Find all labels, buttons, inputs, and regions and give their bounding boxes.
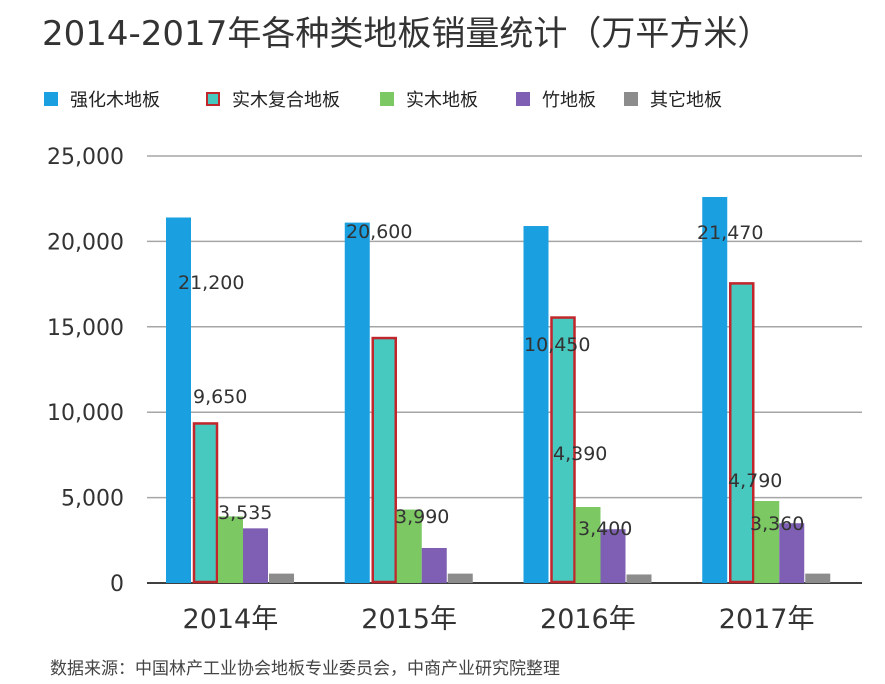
legend-label-bamboo: 竹地板 bbox=[542, 90, 596, 111]
source-note: 数据来源：中国林产工业协会地板专业委员会，中商产业研究院整理 bbox=[50, 659, 560, 679]
legend-swatch-other bbox=[624, 92, 638, 106]
legend-item-laminate: 强化木地板 bbox=[44, 86, 160, 112]
bar-bamboo bbox=[779, 523, 805, 583]
legend-label-engineered: 实木复合地板 bbox=[232, 90, 340, 111]
bar-laminate bbox=[344, 222, 370, 583]
bar-laminate bbox=[523, 226, 549, 583]
data-label: 3,360 bbox=[750, 513, 804, 535]
y-tick-label: 20,000 bbox=[47, 230, 124, 255]
data-label: 4,790 bbox=[728, 470, 782, 492]
y-tick-label: 10,000 bbox=[47, 401, 124, 426]
legend-swatch-laminate bbox=[44, 92, 58, 106]
x-tick-label: 2016年 bbox=[540, 604, 636, 635]
data-label: 3,990 bbox=[395, 506, 449, 528]
bar-bamboo bbox=[600, 529, 626, 583]
x-tick-label: 2017年 bbox=[719, 604, 815, 635]
legend-label-laminate: 强化木地板 bbox=[70, 90, 160, 111]
bar-other bbox=[269, 573, 294, 583]
x-tick-label: 2015年 bbox=[361, 604, 457, 635]
data-label: 3,400 bbox=[578, 518, 632, 540]
legend-item-engineered: 实木复合地板 bbox=[206, 86, 340, 112]
legend-swatch-bamboo bbox=[516, 92, 530, 106]
data-label: 20,600 bbox=[346, 221, 412, 243]
bar-engineered bbox=[371, 336, 397, 584]
legend-swatch-engineered bbox=[206, 92, 220, 106]
data-label: 3,535 bbox=[218, 502, 272, 524]
y-tick-label: 5,000 bbox=[61, 487, 124, 512]
bar-engineered bbox=[729, 282, 755, 584]
bar-other bbox=[626, 574, 652, 583]
chart-title: 2014-2017年各种类地板销量统计（万平方米） bbox=[42, 14, 772, 54]
y-tick-label: 15,000 bbox=[47, 316, 124, 341]
bar-other bbox=[447, 573, 473, 583]
bar-solid bbox=[218, 516, 243, 583]
bar-engineered bbox=[550, 316, 576, 584]
bar-engineered bbox=[192, 422, 219, 584]
bar-solid bbox=[575, 506, 601, 583]
y-tick-label: 25,000 bbox=[47, 145, 124, 170]
bar-solid bbox=[396, 509, 422, 583]
legend-label-solid: 实木地板 bbox=[406, 90, 478, 111]
data-label: 10,450 bbox=[524, 334, 590, 356]
bar-bamboo bbox=[421, 547, 447, 583]
legend-item-bamboo: 竹地板 bbox=[516, 86, 596, 112]
data-label: 21,470 bbox=[697, 222, 763, 244]
legend-item-other: 其它地板 bbox=[624, 86, 722, 112]
data-label: 9,650 bbox=[193, 386, 247, 408]
legend-swatch-solid bbox=[380, 92, 394, 106]
bar-solid bbox=[754, 501, 780, 583]
legend-item-solid: 实木地板 bbox=[380, 86, 478, 112]
y-tick-label: 0 bbox=[110, 572, 124, 597]
bar-laminate bbox=[166, 217, 191, 583]
legend-label-other: 其它地板 bbox=[650, 90, 722, 111]
data-label: 21,200 bbox=[178, 272, 244, 294]
data-label: 4,390 bbox=[553, 443, 607, 465]
bar-other bbox=[805, 573, 831, 583]
bar-bamboo bbox=[243, 528, 268, 583]
bar-laminate bbox=[702, 196, 728, 583]
legend: 强化木地板 实木复合地板 实木地板 竹地板 其它地板 bbox=[44, 86, 844, 112]
x-tick-label: 2014年 bbox=[183, 604, 279, 635]
